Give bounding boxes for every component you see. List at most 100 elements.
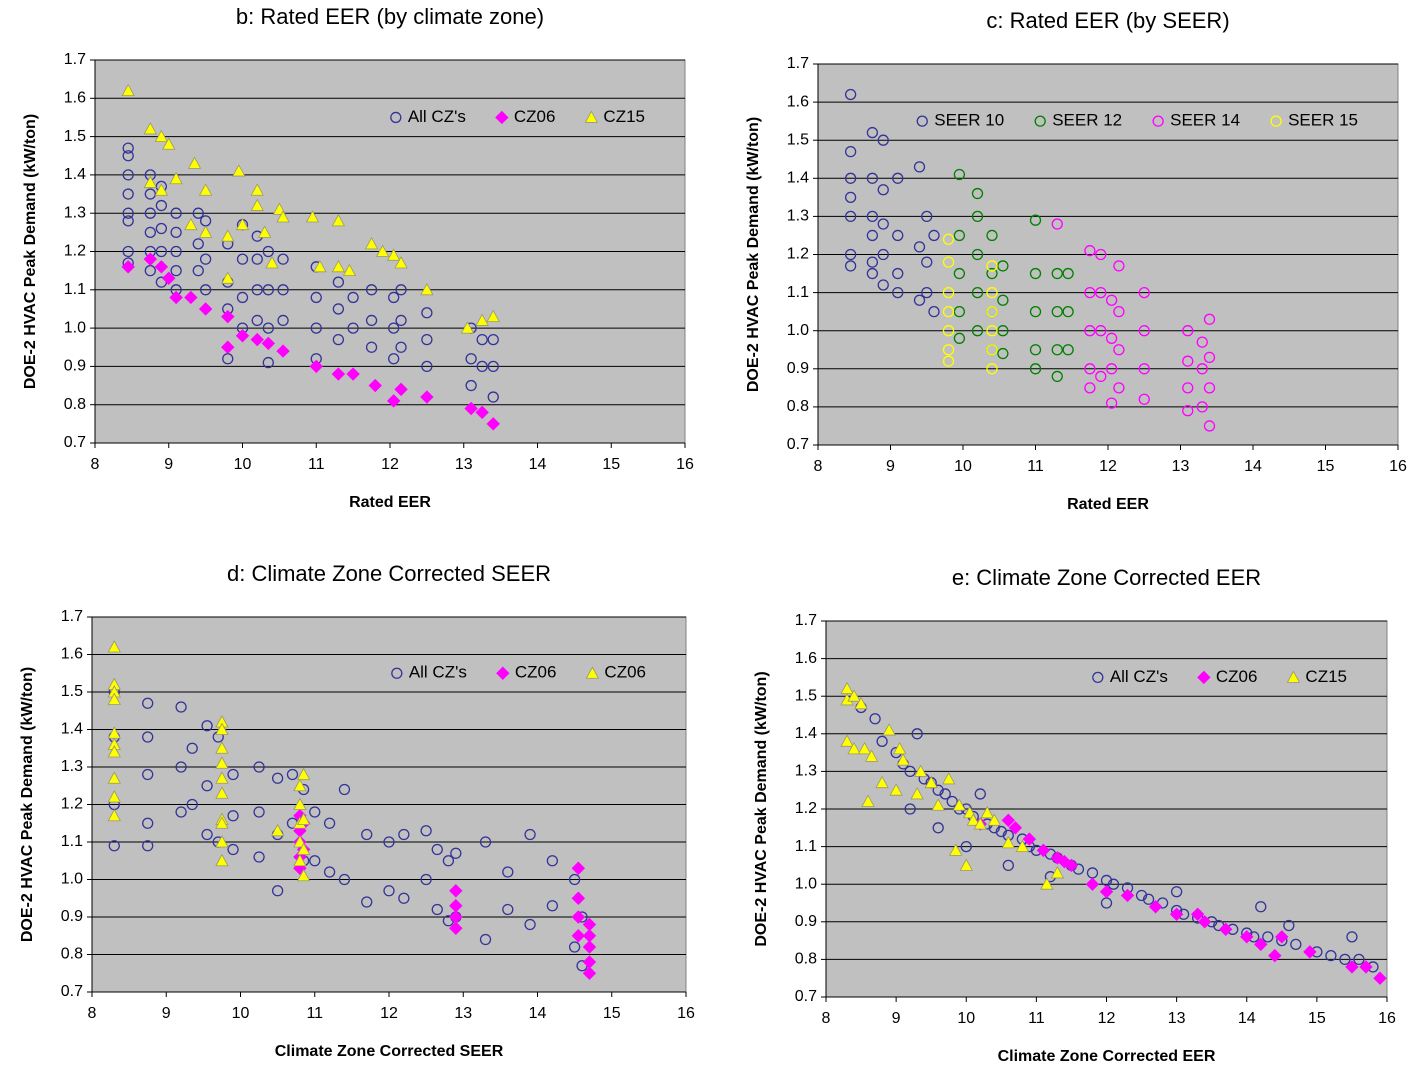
point <box>143 122 157 135</box>
legend-label: CZ06 <box>604 663 646 682</box>
point <box>1135 889 1148 902</box>
point <box>236 291 249 304</box>
point <box>1001 836 1015 849</box>
y-tick-label: 0.8 <box>787 398 809 415</box>
point <box>1138 325 1150 337</box>
point <box>487 333 499 346</box>
point <box>904 803 916 815</box>
x-tick-label: 14 <box>1238 1010 1256 1027</box>
x-tick-label: 13 <box>454 1005 472 1022</box>
point <box>1203 351 1216 364</box>
point <box>928 229 940 242</box>
point <box>398 828 410 841</box>
point <box>421 307 433 319</box>
y-tick-label: 1.0 <box>64 319 86 336</box>
chart: c: Rated EER (by SEER) 0.7 0.8 0.9 1.0 1.1 1.2… <box>745 8 1407 513</box>
x-tick-label: 11 <box>1027 458 1044 475</box>
point <box>986 363 998 375</box>
y-tick-label: 1.2 <box>795 800 817 817</box>
point <box>1095 325 1107 337</box>
point <box>971 187 984 200</box>
point <box>1182 325 1194 337</box>
y-tick-label: 1.1 <box>64 281 86 298</box>
point <box>876 735 888 747</box>
point <box>331 259 346 273</box>
point <box>170 264 182 277</box>
point <box>1095 248 1107 261</box>
point <box>1085 877 1100 891</box>
point <box>332 276 345 288</box>
point <box>253 851 265 863</box>
point <box>250 183 264 196</box>
series <box>840 681 1065 890</box>
point <box>844 260 857 272</box>
point <box>386 394 401 408</box>
point <box>170 207 182 219</box>
point <box>276 210 290 223</box>
point <box>169 290 183 305</box>
point <box>1303 945 1317 959</box>
point <box>1138 363 1150 375</box>
point <box>309 855 321 867</box>
point <box>387 248 401 261</box>
series <box>107 640 311 882</box>
point <box>487 391 499 403</box>
x-tick-label: 14 <box>1244 458 1262 475</box>
point <box>250 198 264 211</box>
point <box>546 855 558 867</box>
point <box>1203 420 1216 432</box>
point <box>1268 948 1282 963</box>
x-tick-label: 12 <box>1099 458 1117 475</box>
y-tick-label: 1.3 <box>61 758 83 775</box>
point <box>857 742 872 755</box>
point <box>942 233 955 245</box>
point <box>175 701 187 713</box>
point <box>142 817 154 829</box>
point <box>1203 382 1216 394</box>
point <box>910 787 924 800</box>
legend-label: CZ15 <box>603 107 645 126</box>
point <box>847 689 861 702</box>
point <box>1240 930 1254 944</box>
point <box>421 333 433 346</box>
point <box>1062 305 1074 318</box>
point <box>420 282 434 296</box>
point <box>582 966 597 980</box>
legend-marker <box>496 666 510 680</box>
point <box>1029 344 1042 356</box>
point <box>310 322 322 334</box>
point <box>162 137 176 150</box>
point <box>953 267 966 280</box>
point <box>1105 397 1118 409</box>
series <box>844 88 940 318</box>
point <box>398 892 410 904</box>
point <box>971 210 984 223</box>
x-tick-label: 16 <box>1378 1010 1396 1027</box>
x-tick-label: 11 <box>308 456 325 473</box>
point <box>942 325 955 337</box>
y-tick-label: 1.7 <box>795 612 817 629</box>
point <box>476 333 488 346</box>
point <box>913 294 926 306</box>
x-tick-label: 11 <box>306 1005 323 1022</box>
point <box>155 245 168 258</box>
point <box>375 244 390 257</box>
point <box>986 325 998 337</box>
point <box>959 858 973 871</box>
point <box>184 290 198 305</box>
legend-marker <box>1270 115 1282 127</box>
point <box>121 83 135 97</box>
point <box>142 731 154 743</box>
y-tick-label: 1.5 <box>795 687 817 704</box>
point <box>1029 267 1042 280</box>
chart: b: Rated EER (by climate zone) 0.7 0.8 0.9 1… <box>22 4 694 511</box>
point <box>1099 885 1114 899</box>
point <box>1275 930 1289 944</box>
point <box>169 171 183 185</box>
point <box>939 788 951 800</box>
chart-title: c: Rated EER (by SEER) <box>986 8 1229 33</box>
point <box>338 783 351 796</box>
point <box>1036 843 1051 858</box>
point <box>1373 971 1387 985</box>
point <box>201 828 213 841</box>
